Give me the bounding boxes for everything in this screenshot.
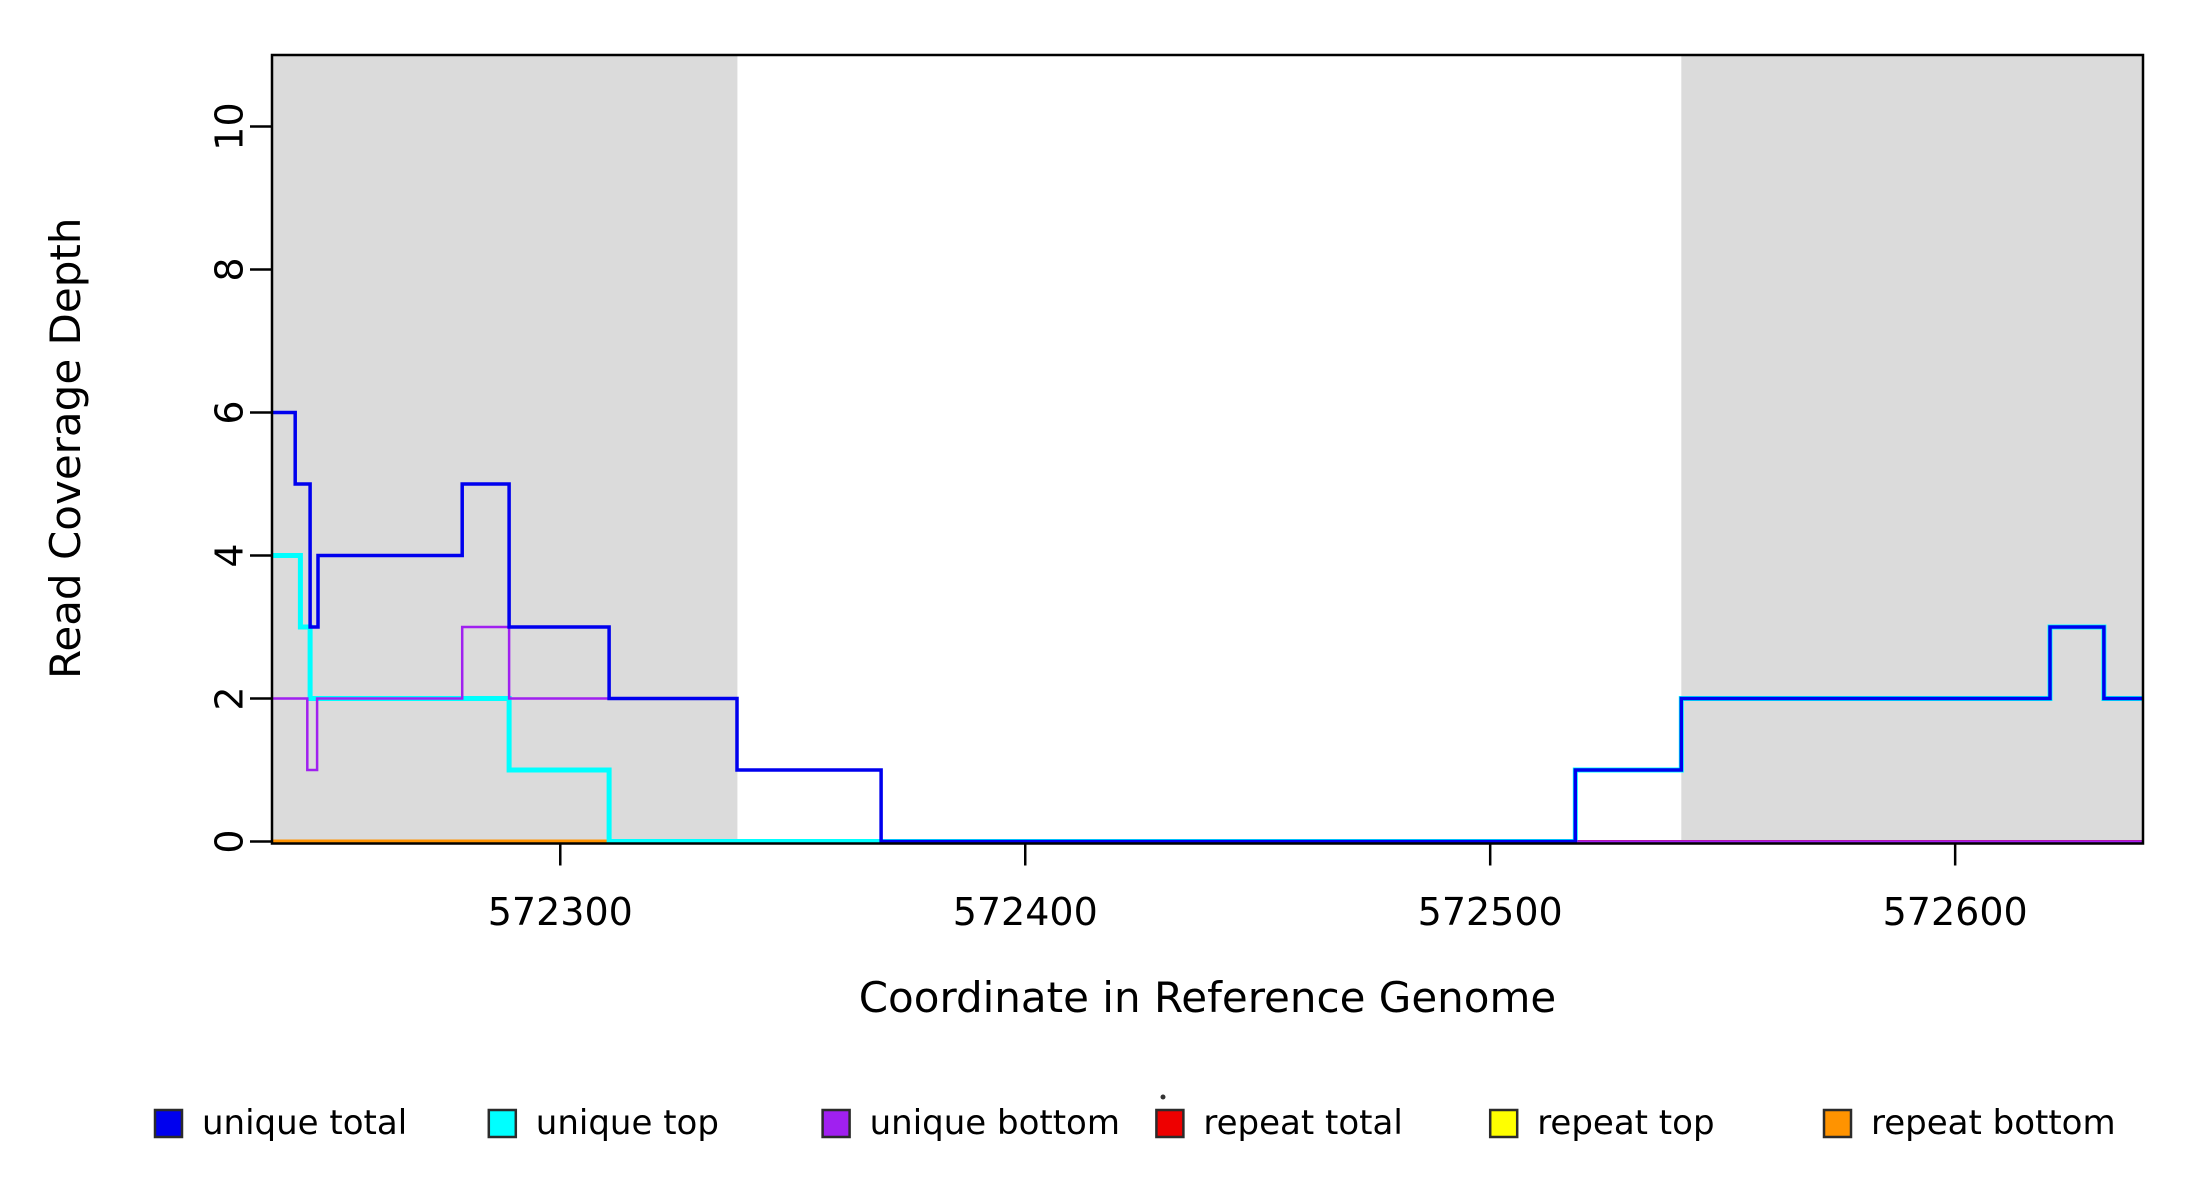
- x-tick-label: 572300: [488, 890, 633, 934]
- legend-label-repeat-bottom: repeat bottom: [1871, 1103, 2116, 1143]
- legend-label-repeat-top: repeat top: [1537, 1103, 1714, 1143]
- repeat-region-left-band: [272, 55, 738, 844]
- legend-swatch-unique-bottom: [821, 1108, 851, 1139]
- y-axis-label: Read Coverage Depth: [41, 218, 90, 679]
- y-tick-label: 4: [208, 543, 252, 567]
- legend-swatch-unique-top: [487, 1108, 518, 1139]
- legend-label-unique-bottom: unique bottom: [870, 1103, 1120, 1143]
- legend-swatch-unique-total: [153, 1108, 184, 1139]
- legend-label-unique-top: unique top: [536, 1103, 719, 1143]
- legend-label-repeat-total: repeat total: [1203, 1103, 1402, 1143]
- legend-swatch-repeat-bottom: [1822, 1108, 1853, 1139]
- x-tick-label: 572600: [1883, 890, 2028, 934]
- y-tick-label: 8: [208, 257, 252, 281]
- repeat-region-right-band: [1681, 55, 2143, 844]
- legend-label-unique-total: unique total: [202, 1103, 407, 1143]
- legend-swatch-repeat-top: [1488, 1108, 1519, 1139]
- stray-dot: [1160, 1094, 1166, 1100]
- y-tick-label: 0: [208, 829, 252, 853]
- y-tick-label: 2: [208, 686, 252, 710]
- series-line-unique-total: [272, 410, 2143, 844]
- x-tick-label: 572500: [1418, 890, 1563, 934]
- x-axis-label: Coordinate in Reference Genome: [859, 973, 1557, 1022]
- y-tick-label: 6: [208, 400, 252, 424]
- plot-border: [270, 53, 2145, 845]
- x-tick-label: 572400: [953, 890, 1098, 934]
- y-tick-label: 10: [208, 102, 252, 150]
- legend-swatch-repeat-total: [1155, 1108, 1185, 1139]
